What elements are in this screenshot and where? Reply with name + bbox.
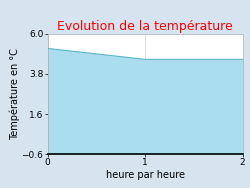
Y-axis label: Température en °C: Température en °C [10, 48, 20, 140]
X-axis label: heure par heure: heure par heure [106, 170, 184, 180]
Title: Evolution de la température: Evolution de la température [57, 20, 233, 33]
